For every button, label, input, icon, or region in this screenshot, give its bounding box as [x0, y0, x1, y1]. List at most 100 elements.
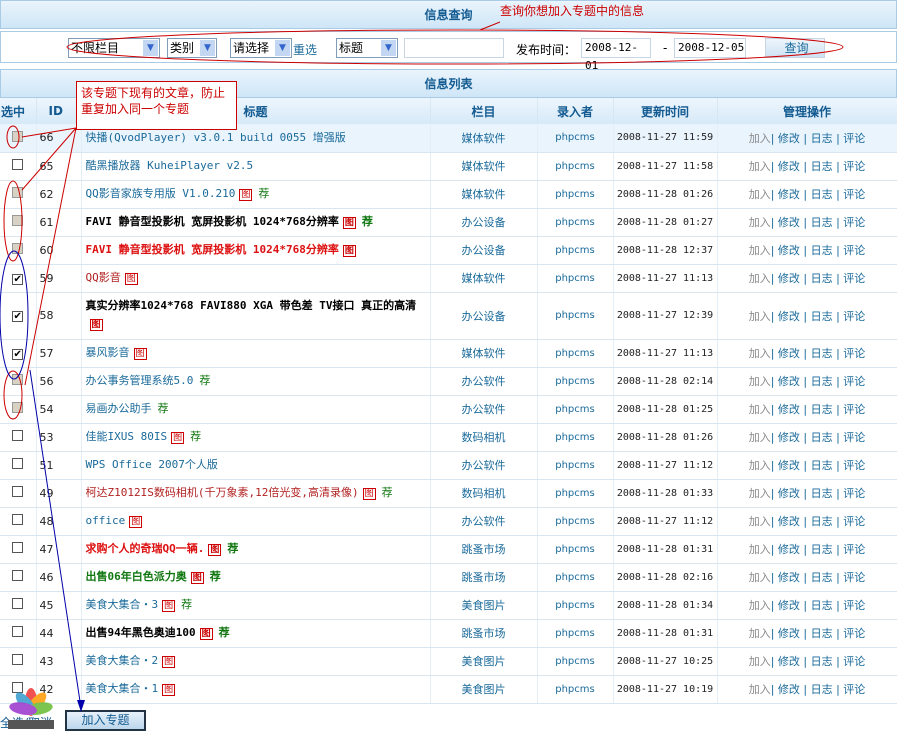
row-category[interactable]: 美食图片	[430, 675, 538, 704]
row-category[interactable]: 媒体软件	[430, 124, 538, 153]
row-title-link[interactable]: 佳能IXUS 80IS	[85, 429, 168, 443]
log-action[interactable]: 日志	[810, 599, 833, 612]
add-action[interactable]: 加入	[748, 599, 771, 612]
comment-action[interactable]: 评论	[843, 683, 866, 696]
field-select[interactable]: 标题 ▼	[336, 38, 398, 58]
log-action[interactable]: 日志	[810, 459, 833, 472]
choose-select[interactable]: 请选择 ▼	[230, 38, 292, 58]
keyword-input[interactable]	[404, 38, 504, 58]
row-checkbox[interactable]	[12, 159, 24, 170]
comment-action[interactable]: 评论	[843, 599, 866, 612]
row-category[interactable]: 办公软件	[430, 367, 538, 396]
add-action[interactable]: 加入	[748, 272, 771, 285]
type-select[interactable]: 类别 ▼	[167, 38, 217, 58]
row-author[interactable]: phpcms	[537, 535, 614, 564]
row-author[interactable]: phpcms	[537, 451, 614, 480]
comment-action[interactable]: 评论	[843, 431, 866, 444]
add-topic-button[interactable]: 加入专题	[65, 710, 146, 731]
row-checkbox[interactable]	[12, 626, 24, 637]
row-category[interactable]: 办公设备	[430, 208, 538, 237]
comment-action[interactable]: 评论	[843, 347, 866, 360]
row-title-link[interactable]: 酷黑播放器 KuheiPlayer v2.5	[85, 159, 254, 172]
add-action[interactable]: 加入	[748, 431, 771, 444]
log-action[interactable]: 日志	[810, 216, 833, 229]
comment-action[interactable]: 评论	[843, 216, 866, 229]
add-action[interactable]: 加入	[748, 683, 771, 696]
log-action[interactable]: 日志	[810, 403, 833, 416]
add-action[interactable]: 加入	[748, 188, 771, 201]
comment-action[interactable]: 评论	[843, 309, 866, 323]
row-author[interactable]: phpcms	[537, 563, 614, 592]
row-author[interactable]: phpcms	[537, 236, 614, 265]
edit-action[interactable]: 修改	[777, 655, 800, 668]
row-category[interactable]: 办公设备	[430, 292, 538, 340]
row-author[interactable]: phpcms	[537, 507, 614, 536]
row-author[interactable]: phpcms	[537, 619, 614, 648]
row-author[interactable]: phpcms	[537, 152, 614, 181]
edit-action[interactable]: 修改	[777, 188, 800, 201]
row-category[interactable]: 办公软件	[430, 395, 538, 424]
add-action[interactable]: 加入	[748, 347, 771, 360]
row-checkbox[interactable]	[12, 570, 24, 581]
log-action[interactable]: 日志	[810, 160, 833, 173]
comment-action[interactable]: 评论	[843, 272, 866, 285]
row-author[interactable]: phpcms	[537, 339, 614, 368]
log-action[interactable]: 日志	[810, 543, 833, 556]
edit-action[interactable]: 修改	[777, 160, 800, 173]
edit-action[interactable]: 修改	[777, 131, 800, 145]
add-action[interactable]: 加入	[748, 543, 771, 556]
log-action[interactable]: 日志	[810, 131, 833, 145]
reset-link[interactable]: 重选	[293, 43, 318, 57]
log-action[interactable]: 日志	[810, 309, 833, 323]
row-title-link[interactable]: 出售06年白色派力奥	[85, 569, 187, 583]
row-category[interactable]: 数码相机	[430, 479, 538, 508]
row-category[interactable]: 办公设备	[430, 236, 538, 265]
row-checkbox[interactable]	[12, 514, 24, 525]
row-category[interactable]: 跳蚤市场	[430, 619, 538, 648]
row-title-link[interactable]: office	[85, 513, 126, 527]
row-title-link[interactable]: 暴风影音	[85, 345, 130, 359]
row-author[interactable]: phpcms	[537, 292, 614, 340]
row-title-link[interactable]: WPS Office 2007个人版	[85, 458, 218, 471]
row-category[interactable]: 媒体软件	[430, 339, 538, 368]
add-action[interactable]: 加入	[748, 571, 771, 584]
edit-action[interactable]: 修改	[777, 599, 800, 612]
comment-action[interactable]: 评论	[843, 131, 866, 145]
row-author[interactable]: phpcms	[537, 124, 614, 153]
col-id[interactable]: ID	[36, 98, 82, 124]
comment-action[interactable]: 评论	[843, 487, 866, 500]
row-category[interactable]: 跳蚤市场	[430, 535, 538, 564]
row-title-link[interactable]: 快播(QvodPlayer) v3.0.1 build 0055 增强版	[85, 130, 346, 144]
add-action[interactable]: 加入	[748, 244, 771, 257]
edit-action[interactable]: 修改	[777, 683, 800, 696]
add-action[interactable]: 加入	[748, 487, 771, 500]
row-category[interactable]: 媒体软件	[430, 180, 538, 209]
row-title-link[interactable]: FAVI 静音型投影机 宽屏投影机 1024*768分辨率	[85, 242, 339, 256]
comment-action[interactable]: 评论	[843, 188, 866, 201]
row-category[interactable]: 跳蚤市场	[430, 563, 538, 592]
row-title-link[interactable]: FAVI 静音型投影机 宽屏投影机 1024*768分辨率	[85, 214, 339, 228]
log-action[interactable]: 日志	[810, 347, 833, 360]
search-button[interactable]: 查询	[765, 38, 825, 58]
add-action[interactable]: 加入	[748, 309, 771, 323]
row-checkbox[interactable]	[12, 458, 24, 469]
row-checkbox[interactable]	[12, 430, 24, 441]
row-title-link[interactable]: 真实分辨率1024*768 FAVI880 XGA 带色差 TV接口 真正的高清	[85, 299, 417, 312]
comment-action[interactable]: 评论	[843, 627, 866, 640]
row-author[interactable]: phpcms	[537, 395, 614, 424]
add-action[interactable]: 加入	[748, 515, 771, 528]
row-author[interactable]: phpcms	[537, 264, 614, 293]
log-action[interactable]: 日志	[810, 188, 833, 201]
row-title-link[interactable]: 美食大集合・1	[85, 681, 159, 695]
comment-action[interactable]: 评论	[843, 515, 866, 528]
edit-action[interactable]: 修改	[777, 627, 800, 640]
comment-action[interactable]: 评论	[843, 459, 866, 472]
edit-action[interactable]: 修改	[777, 515, 800, 528]
comment-action[interactable]: 评论	[843, 655, 866, 668]
edit-action[interactable]: 修改	[777, 309, 800, 323]
log-action[interactable]: 日志	[810, 272, 833, 285]
comment-action[interactable]: 评论	[843, 543, 866, 556]
row-author[interactable]: phpcms	[537, 367, 614, 396]
add-action[interactable]: 加入	[748, 403, 771, 416]
log-action[interactable]: 日志	[810, 515, 833, 528]
